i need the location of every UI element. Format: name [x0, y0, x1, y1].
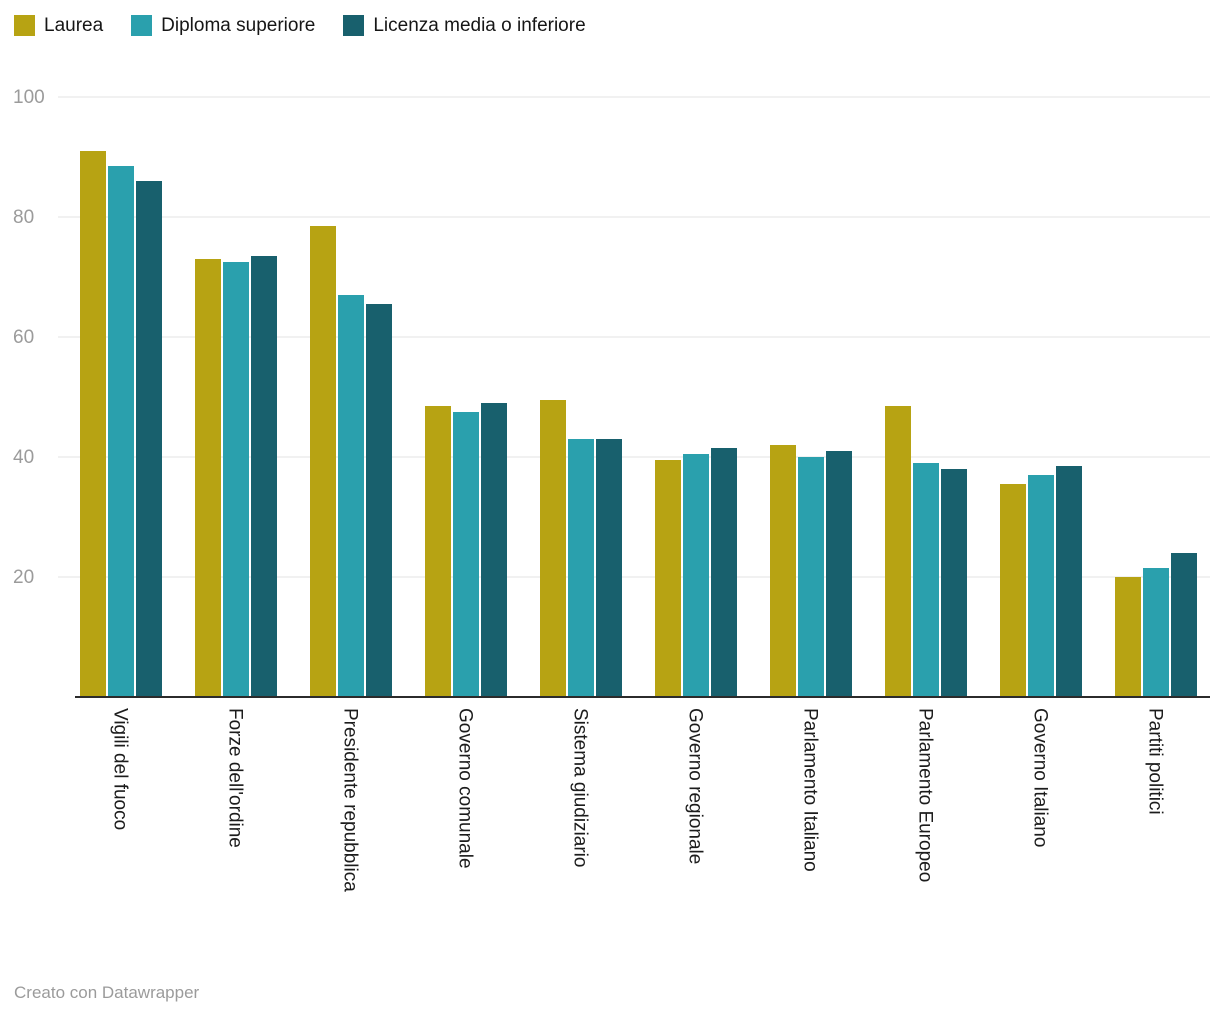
bar[interactable]: Governo regionale – Laurea: 39.5: [655, 460, 681, 697]
category-label: Governo comunale: [454, 708, 475, 869]
y-tick-label: 100: [13, 87, 45, 108]
bar[interactable]: Vigili del fuoco – Licenza media o infer…: [136, 181, 162, 697]
bar[interactable]: Partiti politici – Laurea: 20: [1115, 577, 1141, 697]
bar[interactable]: Governo Italiano – Licenza media o infer…: [1056, 466, 1082, 697]
bar[interactable]: Vigili del fuoco – Diploma superiore: 88…: [108, 166, 134, 697]
bar[interactable]: Parlamento Italiano – Licenza media o in…: [826, 451, 852, 697]
bar[interactable]: Sistema giudiziario – Diploma superiore:…: [568, 439, 594, 697]
legend: Laurea Diploma superiore Licenza media o…: [14, 15, 586, 36]
bar[interactable]: Presidente repubblica – Laurea: 78.5: [310, 226, 336, 697]
bar[interactable]: Parlamento Europeo – Licenza media o inf…: [941, 469, 967, 697]
legend-swatch-licenza-media: [343, 15, 365, 36]
bar[interactable]: Vigili del fuoco – Laurea: 91: [80, 151, 106, 697]
legend-swatch-diploma-superiore: [131, 15, 153, 36]
y-tick-label: 60: [13, 327, 34, 348]
legend-item-licenza-media: Licenza media o inferiore: [343, 15, 586, 36]
grouped-bar-chart: 20 40 60 80 100 Vigili del fuoco – Laurea: 91…: [13, 87, 1210, 892]
bar[interactable]: Sistema giudiziario – Licenza media o in…: [596, 439, 622, 697]
category-label: Forze dell'ordine: [224, 708, 245, 848]
bar[interactable]: Parlamento Italiano – Diploma superiore:…: [798, 457, 824, 697]
y-tick-label: 40: [13, 447, 34, 468]
bar[interactable]: Governo regionale – Licenza media o infe…: [711, 448, 737, 697]
bar[interactable]: Partiti politici – Diploma superiore: 21…: [1143, 568, 1169, 697]
bar[interactable]: Governo comunale – Diploma superiore: 47…: [453, 412, 479, 697]
category-label: Parlamento Italiano: [799, 708, 820, 872]
category-label: Governo Italiano: [1029, 708, 1050, 847]
category-label: Partiti politici: [1144, 708, 1165, 815]
category-label: Parlamento Europeo: [914, 708, 935, 882]
y-tick-label: 80: [13, 207, 34, 228]
bar[interactable]: Presidente repubblica – Diploma superior…: [338, 295, 364, 697]
legend-item-diploma-superiore: Diploma superiore: [131, 15, 315, 36]
bar[interactable]: Presidente repubblica – Licenza media o …: [366, 304, 392, 697]
bar[interactable]: Partiti politici – Licenza media o infer…: [1171, 553, 1197, 697]
y-tick-label: 20: [13, 567, 34, 588]
category-label: Sistema giudiziario: [569, 708, 590, 867]
attribution-text: Creato con Datawrapper: [14, 983, 200, 1002]
bar[interactable]: Sistema giudiziario – Laurea: 49.5: [540, 400, 566, 697]
bar[interactable]: Governo regionale – Diploma superiore: 4…: [683, 454, 709, 697]
category-label: Governo regionale: [684, 708, 705, 864]
bar[interactable]: Governo Italiano – Diploma superiore: 37: [1028, 475, 1054, 697]
bar[interactable]: Forze dell'ordine – Licenza media o infe…: [251, 256, 277, 697]
legend-label-licenza-media: Licenza media o inferiore: [373, 15, 586, 36]
legend-label-diploma-superiore: Diploma superiore: [161, 15, 316, 36]
legend-label-laurea: Laurea: [44, 15, 104, 36]
bar[interactable]: Governo comunale – Laurea: 48.5: [425, 406, 451, 697]
bar[interactable]: Forze dell'ordine – Diploma superiore: 7…: [223, 262, 249, 697]
bar[interactable]: Parlamento Italiano – Laurea: 42: [770, 445, 796, 697]
category-label: Presidente repubblica: [339, 708, 360, 892]
legend-swatch-laurea: [14, 15, 35, 36]
bar[interactable]: Governo Italiano – Laurea: 35.5: [1000, 484, 1026, 697]
bar[interactable]: Parlamento Europeo – Diploma superiore: …: [913, 463, 939, 697]
bar[interactable]: Parlamento Europeo – Laurea: 48.5: [885, 406, 911, 697]
bar[interactable]: Forze dell'ordine – Laurea: 73: [195, 259, 221, 697]
category-label: Vigili del fuoco: [109, 708, 130, 830]
legend-item-laurea: Laurea: [14, 15, 103, 36]
bar[interactable]: Governo comunale – Licenza media o infer…: [481, 403, 507, 697]
